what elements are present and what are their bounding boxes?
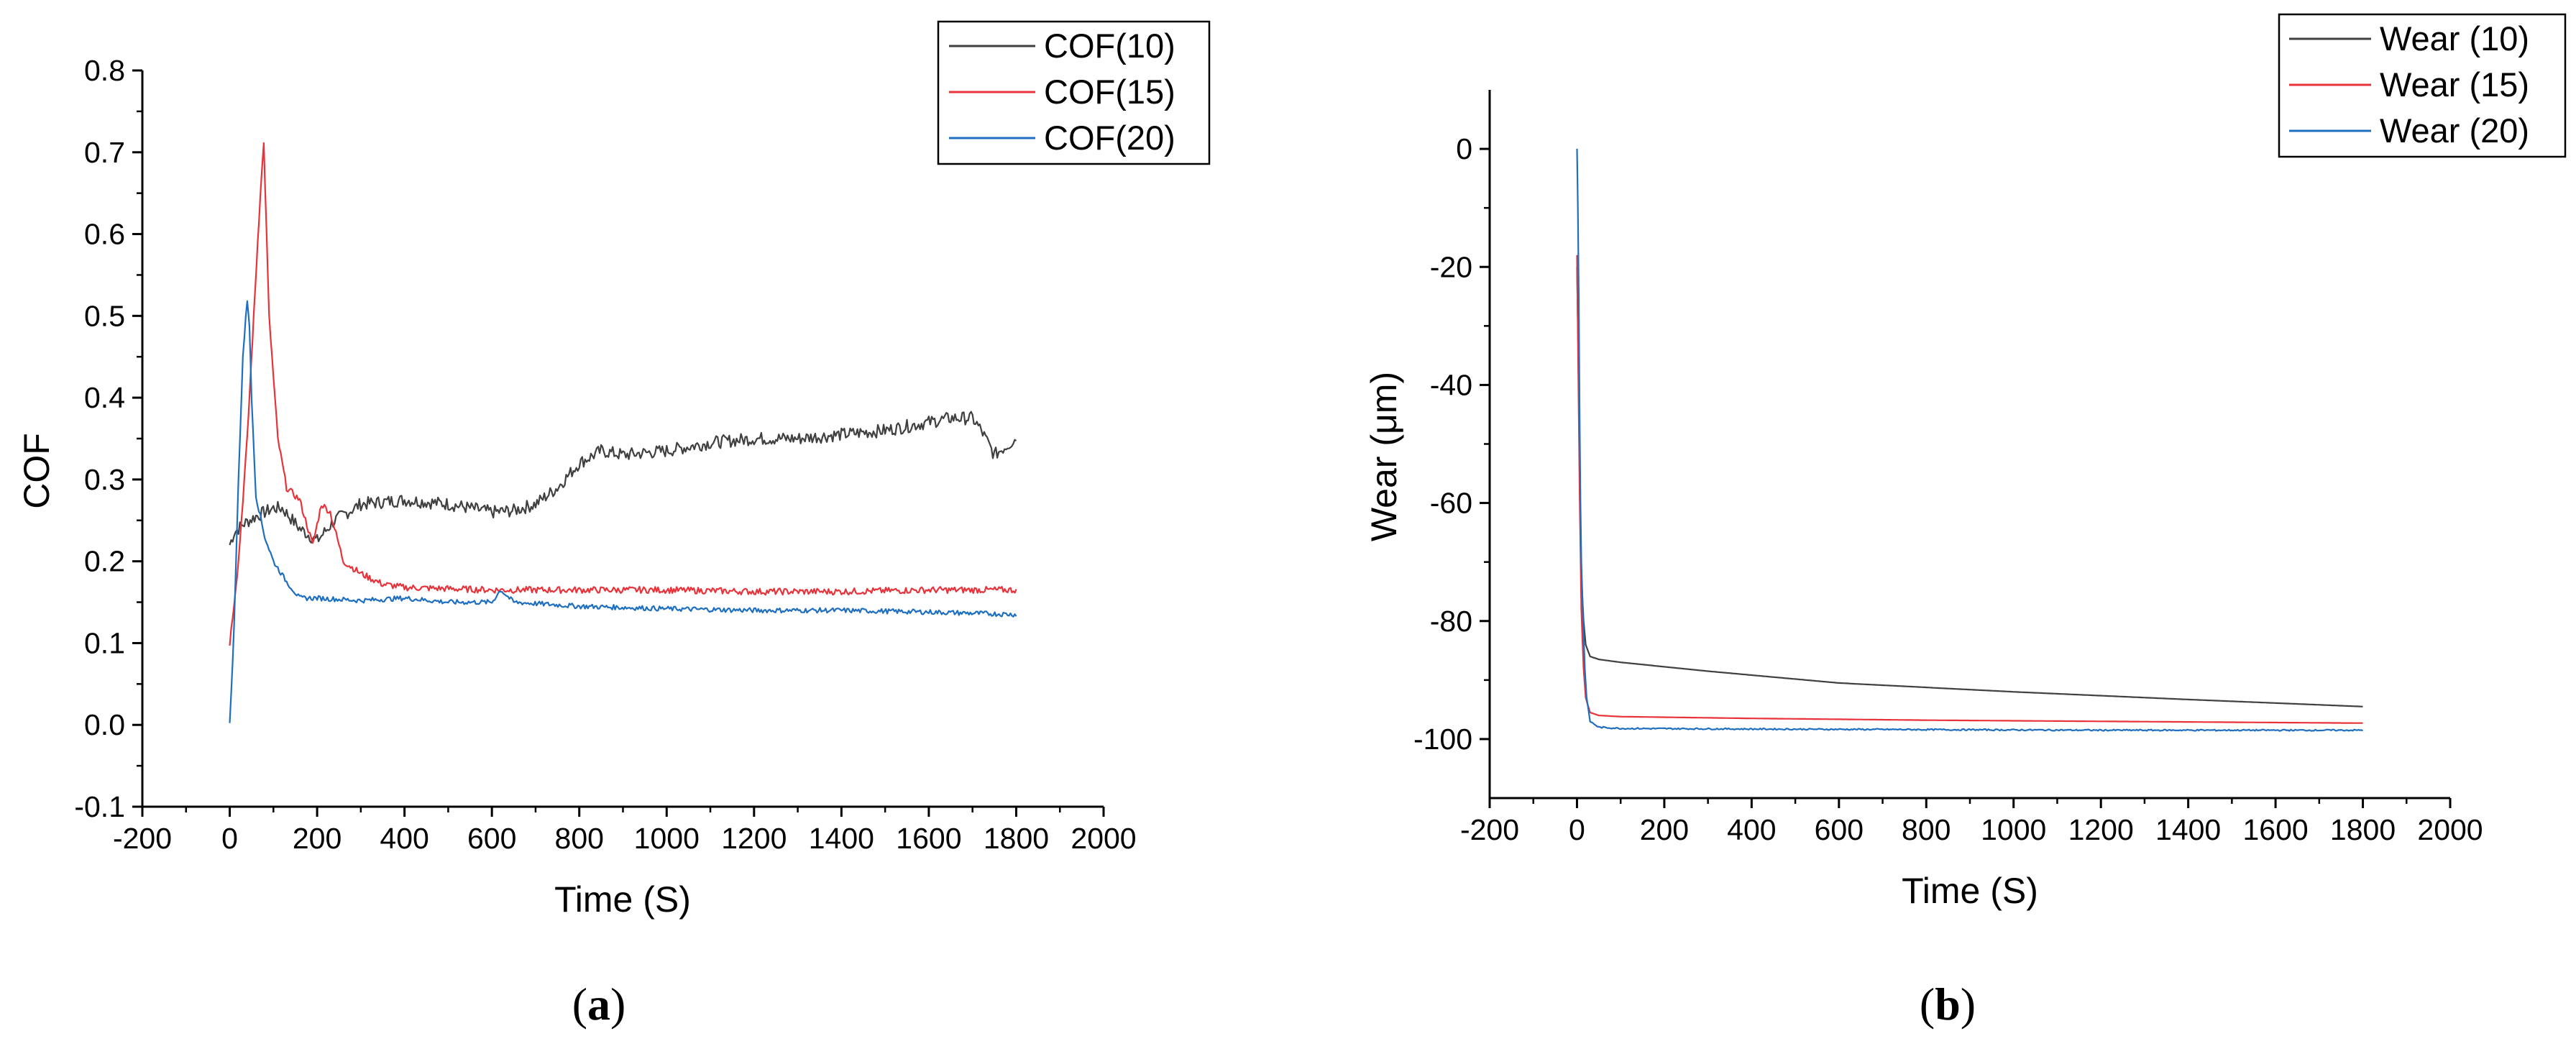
x-tick-label: 400 [380, 822, 428, 855]
series-line-wear15 [1576, 255, 2363, 724]
y-tick-label: 0.2 [84, 545, 125, 578]
y-tick-label: 0.0 [84, 708, 125, 741]
y-tick-label: 0.3 [84, 463, 125, 496]
y-tick-label: 0.4 [84, 381, 125, 414]
y-axis-label: COF [17, 433, 57, 509]
y-tick-label: 0.5 [84, 299, 125, 332]
y-tick-label: 0.7 [84, 136, 125, 169]
y-tick-label: -20 [1430, 250, 1472, 283]
x-tick-label: 1000 [1981, 813, 2046, 846]
y-tick-label: -80 [1430, 605, 1472, 638]
series-line-wear10 [1576, 267, 2363, 707]
x-axis-label: Time (S) [1902, 871, 2038, 911]
x-tick-label: 0 [221, 822, 238, 855]
series-line-cof20 [229, 300, 1017, 723]
x-tick-label: 2000 [2417, 813, 2483, 846]
x-axis-label: Time (S) [554, 879, 691, 920]
y-tick-label: 0 [1456, 132, 1472, 165]
panel-label-b: (b) [1920, 979, 1976, 1030]
panel-label-a: (a) [572, 979, 626, 1030]
x-tick-label: 1800 [984, 822, 1049, 855]
x-tick-label: 200 [293, 822, 342, 855]
y-axis-label: Wear (μm) [1364, 372, 1404, 541]
x-tick-label: 200 [1640, 813, 1689, 846]
legend-label-wear20: Wear (20) [2380, 111, 2529, 150]
y-tick-label: -100 [1413, 723, 1472, 756]
x-tick-label: 800 [555, 822, 604, 855]
x-tick-label: 2000 [1071, 822, 1136, 855]
x-tick-label: 1400 [809, 822, 874, 855]
y-tick-label: 0.6 [84, 218, 125, 251]
series-line-wear20 [1576, 148, 2363, 732]
x-tick-label: -200 [1460, 813, 1519, 846]
x-tick-label: 1600 [2242, 813, 2308, 846]
y-tick-label: -0.1 [74, 790, 125, 823]
x-tick-label: 1800 [2330, 813, 2396, 846]
legend: Wear (10) Wear (15) Wear (20) [2278, 13, 2567, 158]
y-tick-label: -60 [1430, 487, 1472, 520]
legend-label-cof20: COF(20) [1044, 119, 1175, 157]
chart-panel-a: -200 0 200 400 600 800 1000 1200 1400 1600 1800 200… [17, 20, 1211, 1030]
y-tick-label: 0.8 [84, 54, 125, 87]
x-tick-label: 1400 [2155, 813, 2221, 846]
x-tick-label: 1200 [721, 822, 787, 855]
legend-label-cof15: COF(15) [1044, 73, 1175, 111]
x-tick-label: 1200 [2068, 813, 2134, 846]
x-tick-label: 400 [1727, 813, 1776, 846]
legend-label-wear10: Wear (10) [2380, 19, 2529, 58]
legend-label-cof10: COF(10) [1044, 27, 1175, 65]
panel-letter-a: a [587, 979, 610, 1030]
x-tick-label: 800 [1902, 813, 1951, 846]
y-tick-label: 0.1 [84, 626, 125, 659]
y-tick-label: -40 [1430, 368, 1472, 401]
legend: COF(10) COF(15) COF(20) [937, 20, 1211, 165]
chart-panel-b: -200 0 200 400 600 800 1000 1200 1400 1600 1800 200… [1364, 13, 2567, 1030]
x-tick-label: 0 [1569, 813, 1585, 846]
series-line-cof10 [229, 411, 1017, 546]
x-tick-label: -200 [113, 822, 172, 855]
x-tick-label: 600 [1815, 813, 1864, 846]
legend-label-wear15: Wear (15) [2380, 65, 2529, 104]
x-tick-label: 600 [467, 822, 516, 855]
series-line-cof15 [229, 142, 1017, 646]
panel-letter-b: b [1935, 979, 1961, 1030]
x-tick-label: 1000 [634, 822, 700, 855]
x-tick-label: 1600 [896, 822, 961, 855]
